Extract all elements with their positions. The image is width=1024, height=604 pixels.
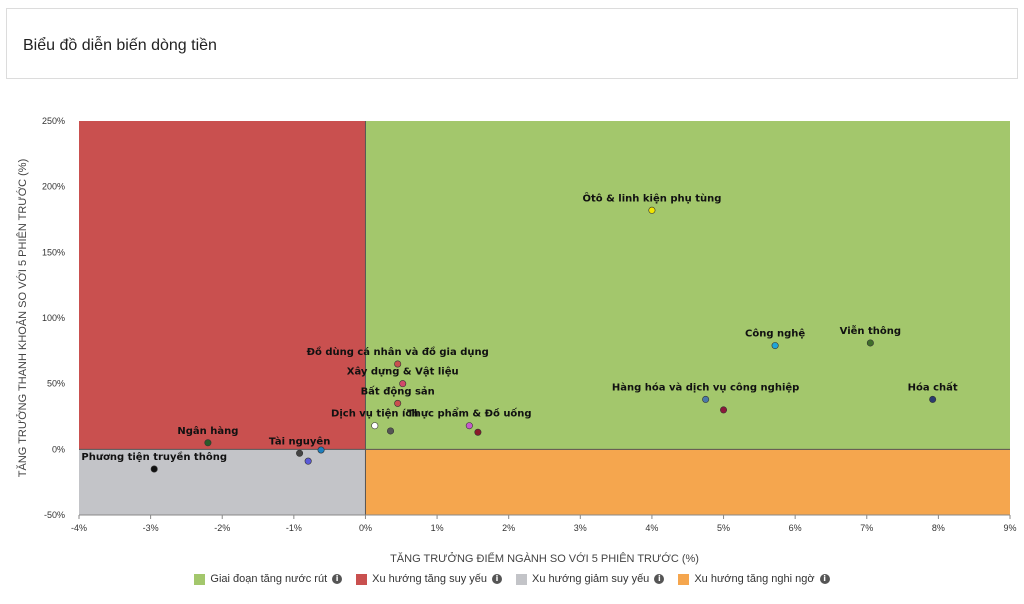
x-tick-label: 5% bbox=[717, 523, 730, 533]
point-label: Tài nguyên bbox=[269, 435, 331, 447]
y-tick-label: 50% bbox=[47, 379, 65, 389]
legend-swatch-red bbox=[356, 573, 368, 585]
data-point bbox=[465, 422, 473, 430]
page-title: Biểu đồ diễn biến dòng tiền bbox=[23, 37, 217, 54]
data-point bbox=[702, 395, 710, 403]
point-label: Dịch vụ tiện ích bbox=[331, 408, 418, 420]
point-label: Viễn thông bbox=[840, 324, 901, 337]
legend-item-tang-nghi-ngo[interactable]: Xu hướng tăng nghi ngờ i bbox=[678, 571, 830, 587]
data-point bbox=[304, 457, 312, 465]
point-label: Bất động sản bbox=[361, 384, 435, 397]
x-axis-title: TĂNG TRƯỞNG ĐIỂM NGÀNH SO VỚI 5 PHIÊN TR… bbox=[390, 552, 699, 565]
chart-legend: Giai đoạn tăng nước rút i Xu hướng tăng … bbox=[0, 571, 1024, 587]
info-icon[interactable]: i bbox=[332, 574, 343, 584]
data-point bbox=[474, 428, 482, 436]
data-point bbox=[866, 339, 874, 347]
x-tick-label: 2% bbox=[502, 523, 515, 533]
legend-label: Xu hướng giảm suy yếu bbox=[532, 573, 650, 585]
info-icon[interactable]: i bbox=[492, 574, 502, 584]
x-tick-label: 4% bbox=[645, 523, 658, 533]
data-point bbox=[204, 439, 212, 447]
legend-label: Xu hướng tăng suy yếu bbox=[372, 573, 487, 585]
legend-label: Xu hướng tăng nghi ngờ bbox=[694, 573, 815, 585]
data-point bbox=[648, 206, 656, 214]
chart-title-box: Biểu đồ diễn biến dòng tiền bbox=[6, 8, 1018, 79]
x-tick-label: 7% bbox=[860, 523, 873, 533]
quadrant-top-left bbox=[79, 121, 366, 450]
data-point bbox=[317, 446, 325, 454]
x-tick-label: -2% bbox=[214, 523, 230, 533]
data-point bbox=[394, 399, 402, 407]
quadrant-top-right bbox=[365, 121, 1010, 450]
y-axis-title: TĂNG TRƯỞNG THANH KHOẢN SO VỚI 5 PHIÊN T… bbox=[16, 159, 29, 477]
data-point bbox=[399, 380, 407, 388]
legend-item-giam-suy-yeu[interactable]: Xu hướng giảm suy yếu i bbox=[516, 571, 665, 587]
data-point bbox=[771, 342, 779, 350]
legend-swatch-gray bbox=[516, 573, 527, 585]
y-tick-label: 200% bbox=[42, 182, 65, 192]
x-tick-label: 9% bbox=[1003, 523, 1016, 533]
y-tick-label: 100% bbox=[42, 313, 65, 323]
point-label: Xây dựng & Vật liệu bbox=[347, 366, 459, 378]
x-tick-label: 3% bbox=[574, 523, 587, 533]
y-tick-label: 0% bbox=[52, 444, 65, 454]
legend-item-tang-suy-yeu[interactable]: Xu hướng tăng suy yếu i bbox=[356, 571, 502, 587]
point-label: Ngân hàng bbox=[177, 425, 238, 437]
x-tick-label: -3% bbox=[143, 523, 159, 533]
y-tick-label: 250% bbox=[42, 116, 65, 126]
point-label: Thực phẩm & Đồ uống bbox=[407, 407, 532, 420]
data-point bbox=[929, 395, 937, 403]
y-tick-label: -50% bbox=[44, 510, 65, 520]
quadrant-bottom-left bbox=[79, 449, 366, 515]
data-point bbox=[394, 360, 402, 368]
scatter-chart: -4% -3% -2% -1% 0% 1% 2% 3% 4% 5% 6% 7% 8% 9% 250% 200%… bbox=[16, 116, 1017, 565]
point-label: Phương tiện truyền thông bbox=[81, 450, 227, 463]
data-point bbox=[371, 422, 379, 430]
x-tick-label: 1% bbox=[431, 523, 444, 533]
point-label: Công nghệ bbox=[745, 328, 805, 340]
x-tick-label: -1% bbox=[286, 523, 302, 533]
y-tick-label: 150% bbox=[42, 247, 65, 257]
data-point bbox=[387, 427, 395, 435]
data-point bbox=[150, 465, 158, 473]
info-icon[interactable]: i bbox=[819, 574, 830, 584]
x-tick-label: 8% bbox=[932, 523, 945, 533]
point-label: Hàng hóa và dịch vụ công nghiệp bbox=[612, 381, 799, 393]
legend-label: Giai đoạn tăng nước rút bbox=[210, 573, 328, 585]
x-tick-label: -4% bbox=[71, 523, 87, 533]
x-tick-label: 0% bbox=[359, 523, 372, 533]
info-icon[interactable]: i bbox=[654, 574, 665, 584]
data-point bbox=[296, 449, 304, 457]
point-label: Ôtô & linh kiện phụ tùng bbox=[582, 191, 721, 204]
point-label: Đồ dùng cá nhân và đồ gia dụng bbox=[307, 345, 489, 358]
x-tick-label: 6% bbox=[789, 523, 802, 533]
legend-swatch-green bbox=[194, 573, 206, 585]
legend-swatch-orange bbox=[678, 573, 690, 585]
data-point bbox=[720, 406, 728, 414]
point-label: Hóa chất bbox=[908, 380, 958, 393]
quadrant-bottom-right bbox=[365, 449, 1010, 515]
legend-item-nuoc-rut[interactable]: Giai đoạn tăng nước rút i bbox=[194, 571, 343, 587]
